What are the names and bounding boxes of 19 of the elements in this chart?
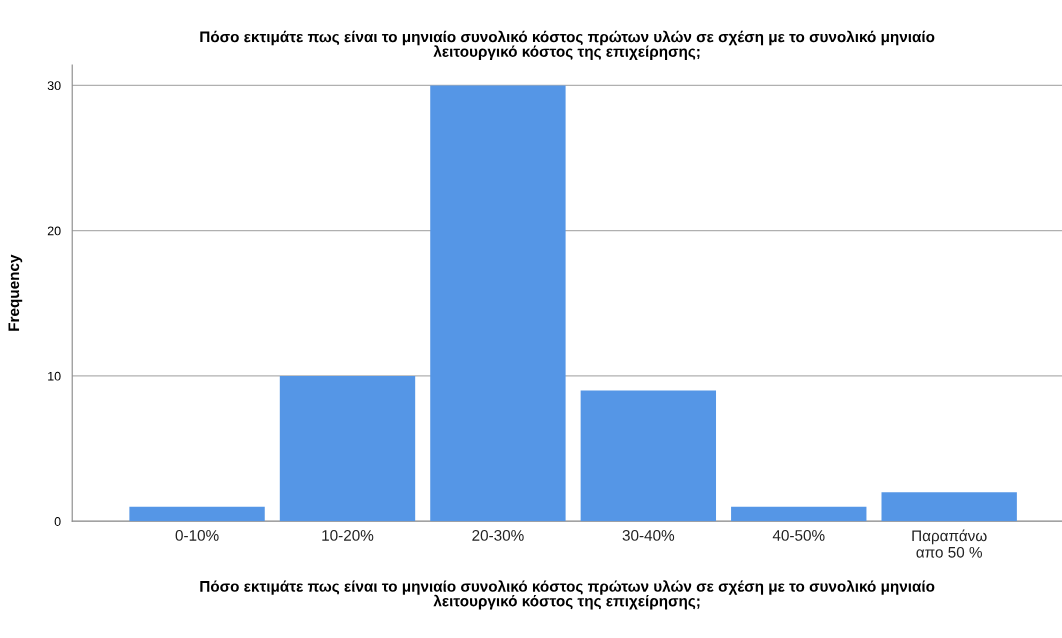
x-axis-title: Πόσο εκτιμάτε πως είναι το μηνιαίο συνολικό κόστος πρώτων υλών σε σχέση με το συνολικό μηνιαίο λειτουργικό κόστος της επιχείρησης; bbox=[200, 580, 935, 610]
bar bbox=[430, 85, 566, 522]
chart-title: Πόσο εκτιμάτε πως είναι το μηνιαίο συνολικό κόστος πρώτων υλών σε σχέση με το συνολικό μηνιαίο λειτουργικό κόστος της επιχείρησης; bbox=[200, 30, 935, 60]
x-tick-label: 0-10% bbox=[175, 529, 219, 541]
bar bbox=[731, 506, 867, 522]
y-tick-label: 10 bbox=[48, 371, 61, 381]
x-tick-label: 10-20% bbox=[322, 529, 374, 541]
y-tick-label: 30 bbox=[47, 81, 61, 91]
bar bbox=[881, 492, 1017, 522]
bar bbox=[580, 390, 717, 522]
x-tick-label: 20-30% bbox=[472, 529, 524, 541]
y-tick-label: 0 bbox=[54, 517, 61, 526]
y-tick-label: 20 bbox=[47, 226, 61, 236]
x-tick-label: Παραπάνω απο 50 % bbox=[912, 529, 987, 558]
bar bbox=[129, 506, 265, 522]
x-tick-label: 30-40% bbox=[622, 529, 675, 541]
bar bbox=[279, 375, 416, 522]
x-tick-label: 40-50% bbox=[772, 529, 825, 541]
y-axis-title: Frequency bbox=[8, 254, 23, 331]
